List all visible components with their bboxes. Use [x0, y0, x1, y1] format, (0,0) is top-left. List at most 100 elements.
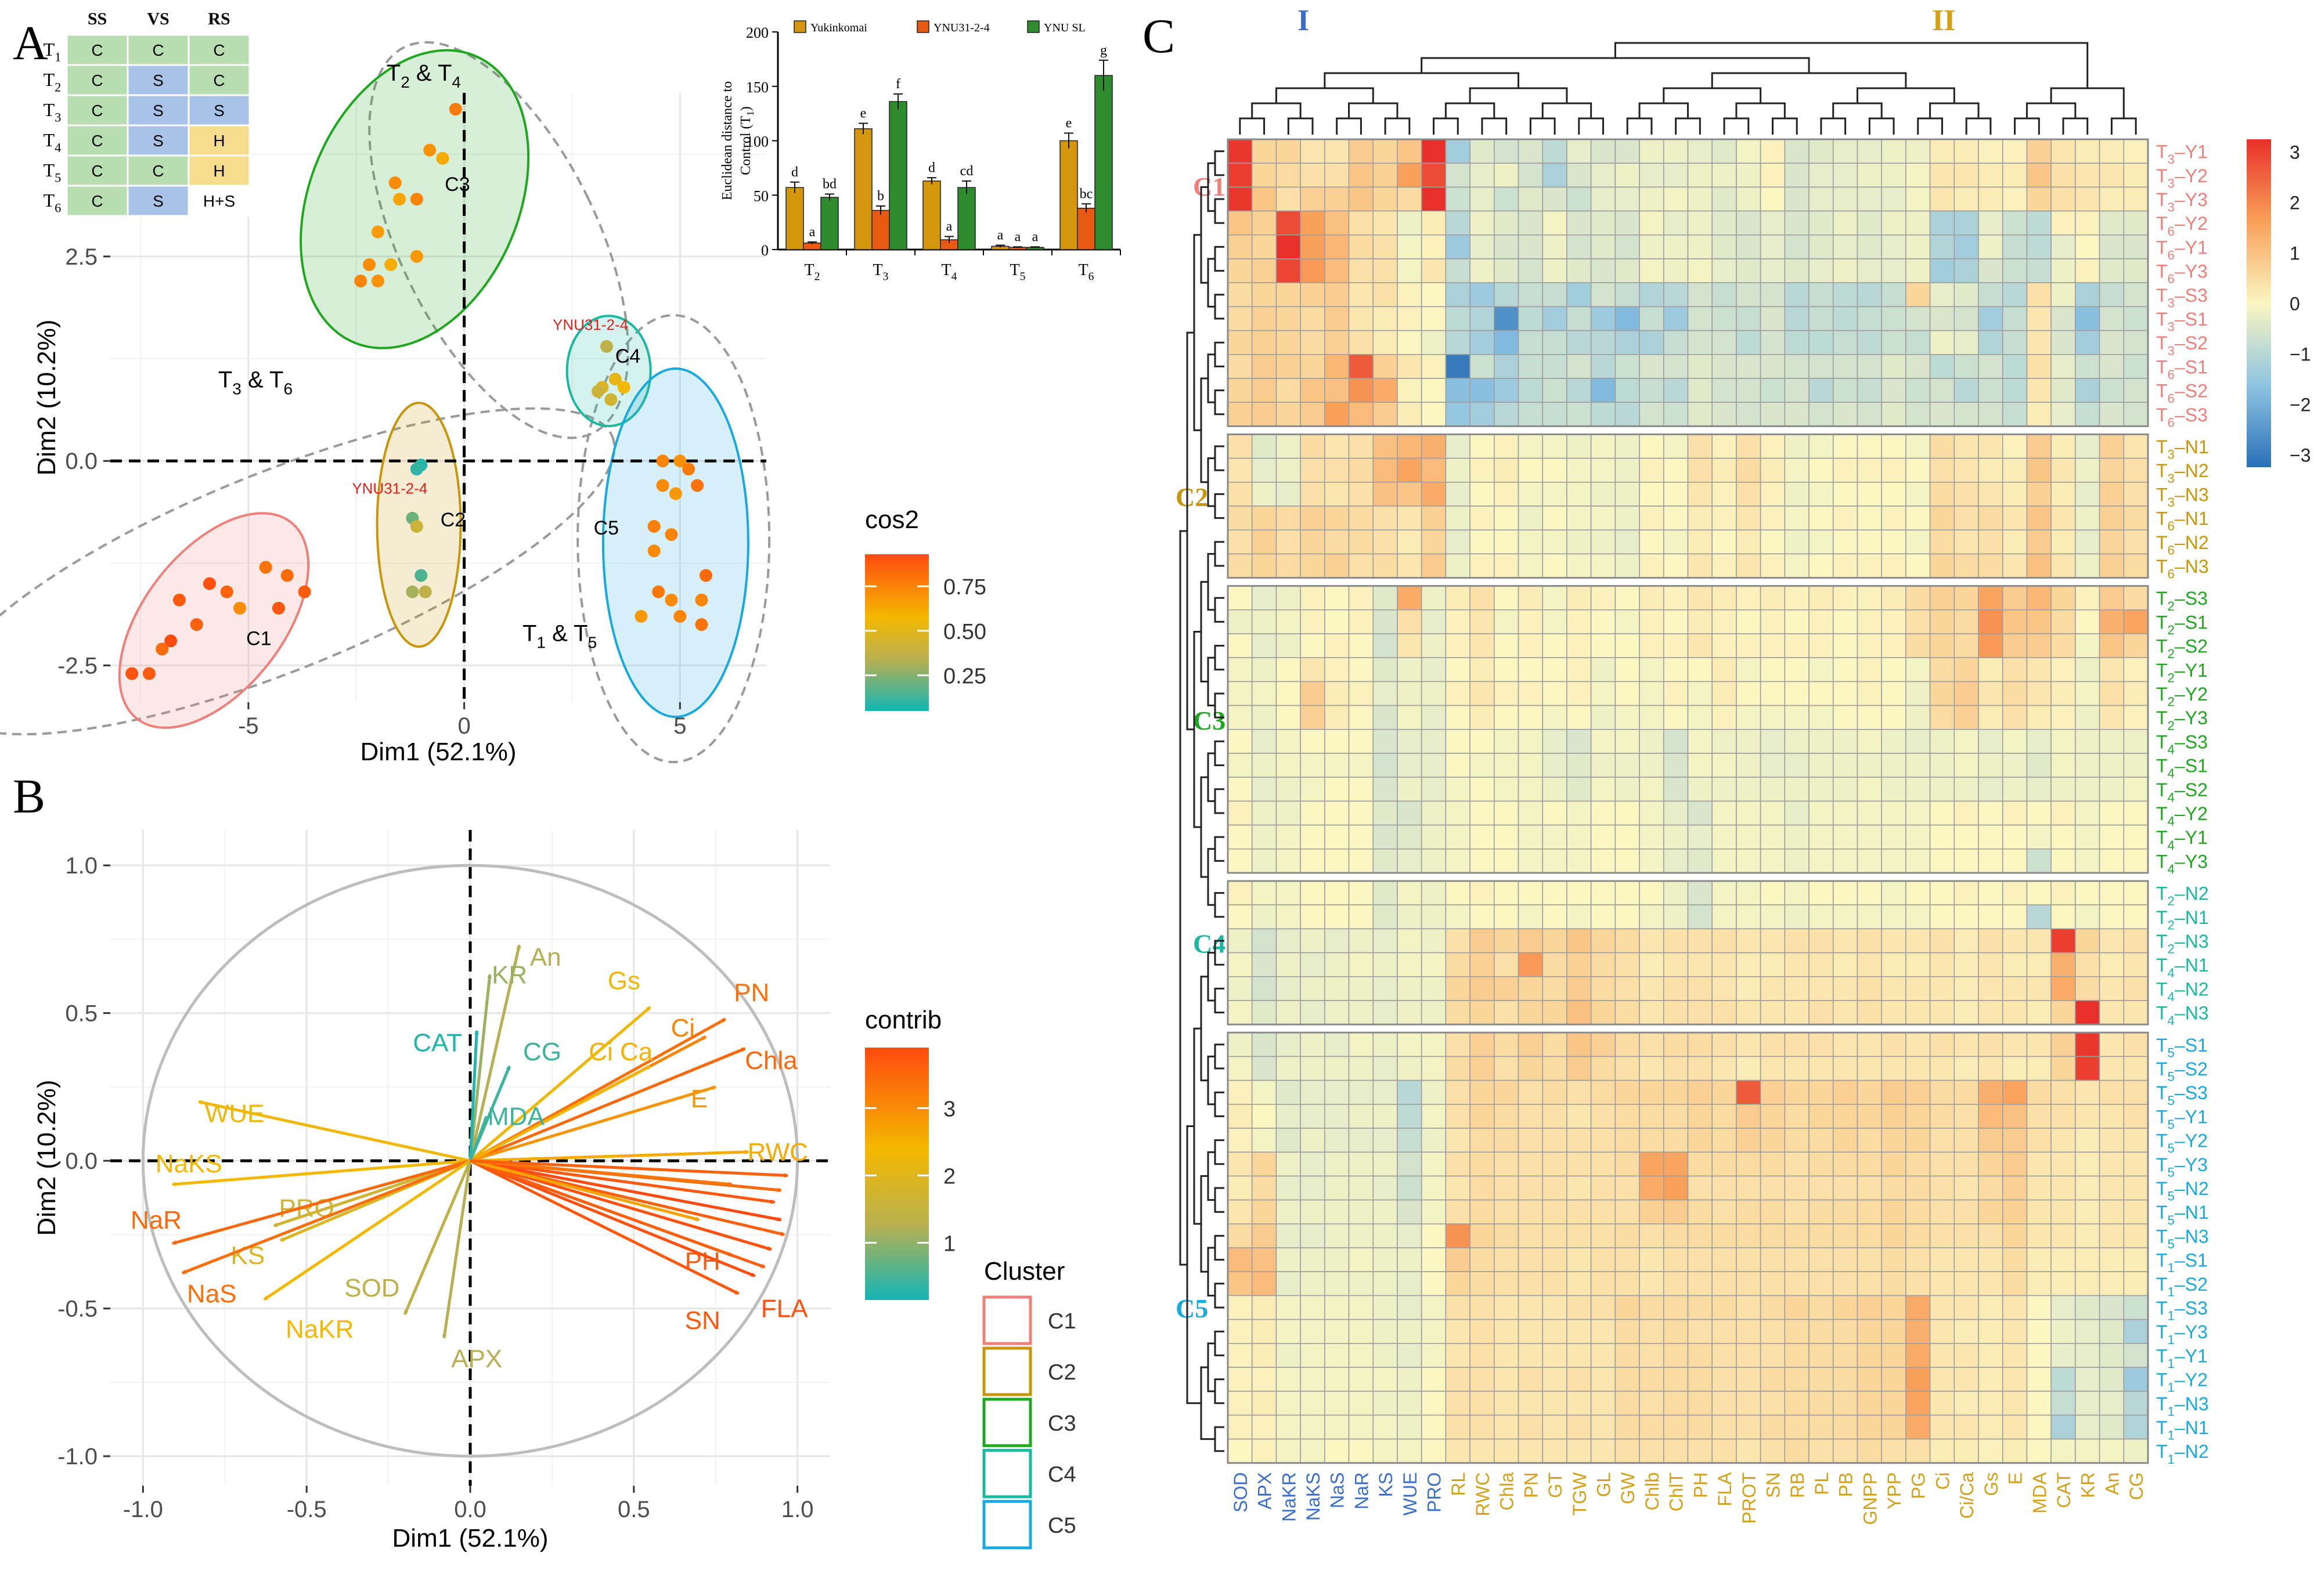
heatmap-cell — [1275, 609, 1301, 634]
heatmap-cell — [1348, 729, 1374, 754]
heatmap-cell — [1808, 1151, 1834, 1177]
heatmap-cell — [1372, 330, 1398, 355]
heatmap-cell — [1372, 609, 1398, 634]
heatmap-cell — [1663, 800, 1689, 826]
heatmap-cell — [1494, 705, 1519, 730]
heatmap-cell — [1469, 848, 1495, 873]
x-tick-label: -0.5 — [287, 1497, 327, 1522]
heatmap-cell — [1978, 1438, 2003, 1464]
heatmap-cell — [1881, 234, 1906, 259]
label-subscript: 6 — [2168, 567, 2175, 582]
row-dendrogram-branch — [1207, 1151, 1215, 1201]
cluster-label-c3: C3 — [1193, 706, 1226, 735]
heatmap-cell — [1905, 1367, 1931, 1392]
row-label: T3–N1 — [2156, 436, 2209, 462]
heatmap-cell — [2099, 186, 2125, 212]
heatmap-cell — [2123, 1151, 2149, 1177]
heatmap-cell — [2099, 880, 2125, 906]
variable-label: PN — [734, 978, 769, 1007]
table-row-label: T4 — [44, 129, 62, 155]
heatmap-cell — [1663, 353, 1689, 379]
heatmap-cell — [1518, 824, 1544, 850]
point-c5 — [699, 569, 712, 582]
heatmap-cell — [2123, 1056, 2149, 1081]
heatmap-cell — [1542, 1151, 1567, 1177]
label-main: T — [2156, 883, 2168, 904]
label-subscript: 4 — [2168, 966, 2175, 980]
legend-label: C3 — [1048, 1411, 1076, 1436]
heatmap-cell — [1978, 1414, 2003, 1440]
row-dendrogram-branch — [1214, 389, 1224, 416]
variable-label: FLA — [761, 1295, 808, 1323]
point-c3 — [363, 258, 376, 271]
heatmap-cell — [1566, 1438, 1592, 1464]
point-c1 — [156, 642, 169, 656]
heatmap-cell — [1397, 353, 1422, 379]
heatmap-cell — [1832, 139, 1858, 164]
heatmap-cell — [1614, 1271, 1640, 1297]
heatmap-cell — [1542, 353, 1567, 379]
legend-tick-label: 2 — [943, 1164, 956, 1189]
heatmap-cell — [1372, 633, 1398, 659]
label-mid: –Y2 — [2175, 803, 2208, 824]
heatmap-cell — [1494, 585, 1519, 611]
label-main: T — [2156, 588, 2168, 609]
heatmap-cell — [2026, 1079, 2052, 1105]
heatmap-cell — [2099, 1247, 2125, 1273]
heatmap-cell — [1929, 848, 1955, 873]
heatmap-cell — [1518, 848, 1544, 873]
heatmap-cell — [1614, 928, 1640, 954]
heatmap-cell — [2026, 210, 2052, 236]
heatmap-cell — [1397, 186, 1422, 212]
heatmap-cell — [1251, 234, 1277, 259]
heatmap-cell — [1590, 1128, 1616, 1153]
y-tick-label: -1.0 — [57, 1444, 98, 1469]
heatmap-cell — [1614, 880, 1640, 906]
heatmap-cell — [1784, 1104, 1810, 1129]
label-mid: –N1 — [2175, 907, 2209, 928]
heatmap-cell — [1832, 1104, 1858, 1129]
heatmap-cell — [1881, 306, 1906, 331]
heatmap-cell — [1300, 1391, 1325, 1416]
legend-title-contrib: contrib — [865, 1006, 942, 1034]
label-subscript: 6 — [2168, 519, 2175, 533]
column-dendrogram-branch — [1336, 117, 1362, 135]
column-dendrogram-branch — [1529, 117, 1556, 135]
heatmap-cell — [2075, 282, 2100, 308]
heatmap-cell — [1929, 777, 1955, 802]
heatmap-cell — [1518, 1271, 1544, 1297]
heatmap-cell — [1687, 585, 1713, 611]
heatmap-cell — [1784, 952, 1810, 977]
heatmap-cell — [1832, 1319, 1858, 1344]
heatmap-cell — [1397, 434, 1422, 459]
heatmap-cell — [1881, 258, 1906, 284]
heatmap-cell — [1736, 928, 1761, 954]
heatmap-cell — [1566, 1271, 1592, 1297]
heatmap-cell — [1929, 681, 1955, 706]
heatmap-cell — [1348, 609, 1374, 634]
heatmap-cell — [1275, 1391, 1301, 1416]
row-dendrogram-branch — [1214, 294, 1224, 320]
heatmap-cell — [1275, 529, 1301, 555]
heatmap-cell — [1663, 657, 1689, 683]
label-mid: –S2 — [2175, 779, 2208, 800]
heatmap-cell — [2099, 681, 2125, 706]
heatmap-cell — [1324, 330, 1350, 355]
heatmap-cell — [1300, 585, 1325, 611]
heatmap-cell — [1300, 848, 1325, 873]
heatmap-cell — [1687, 1367, 1713, 1392]
heatmap-cell — [1929, 353, 1955, 379]
heatmap-cell — [1905, 1151, 1931, 1177]
heatmap-cell — [1711, 585, 1737, 611]
heatmap-cell — [1687, 163, 1713, 188]
heatmap-cell — [1857, 529, 1882, 555]
heatmap-cell — [1421, 904, 1447, 930]
heatmap-cell — [1469, 505, 1495, 531]
heatmap-cell — [1300, 1247, 1325, 1273]
heatmap-cell — [1494, 657, 1519, 683]
heatmap-cell — [1784, 553, 1810, 579]
heatmap-cell — [1518, 657, 1544, 683]
label-subscript: 6 — [2168, 272, 2175, 286]
heatmap-cell — [1227, 1000, 1253, 1026]
heatmap-cell — [1518, 928, 1544, 954]
